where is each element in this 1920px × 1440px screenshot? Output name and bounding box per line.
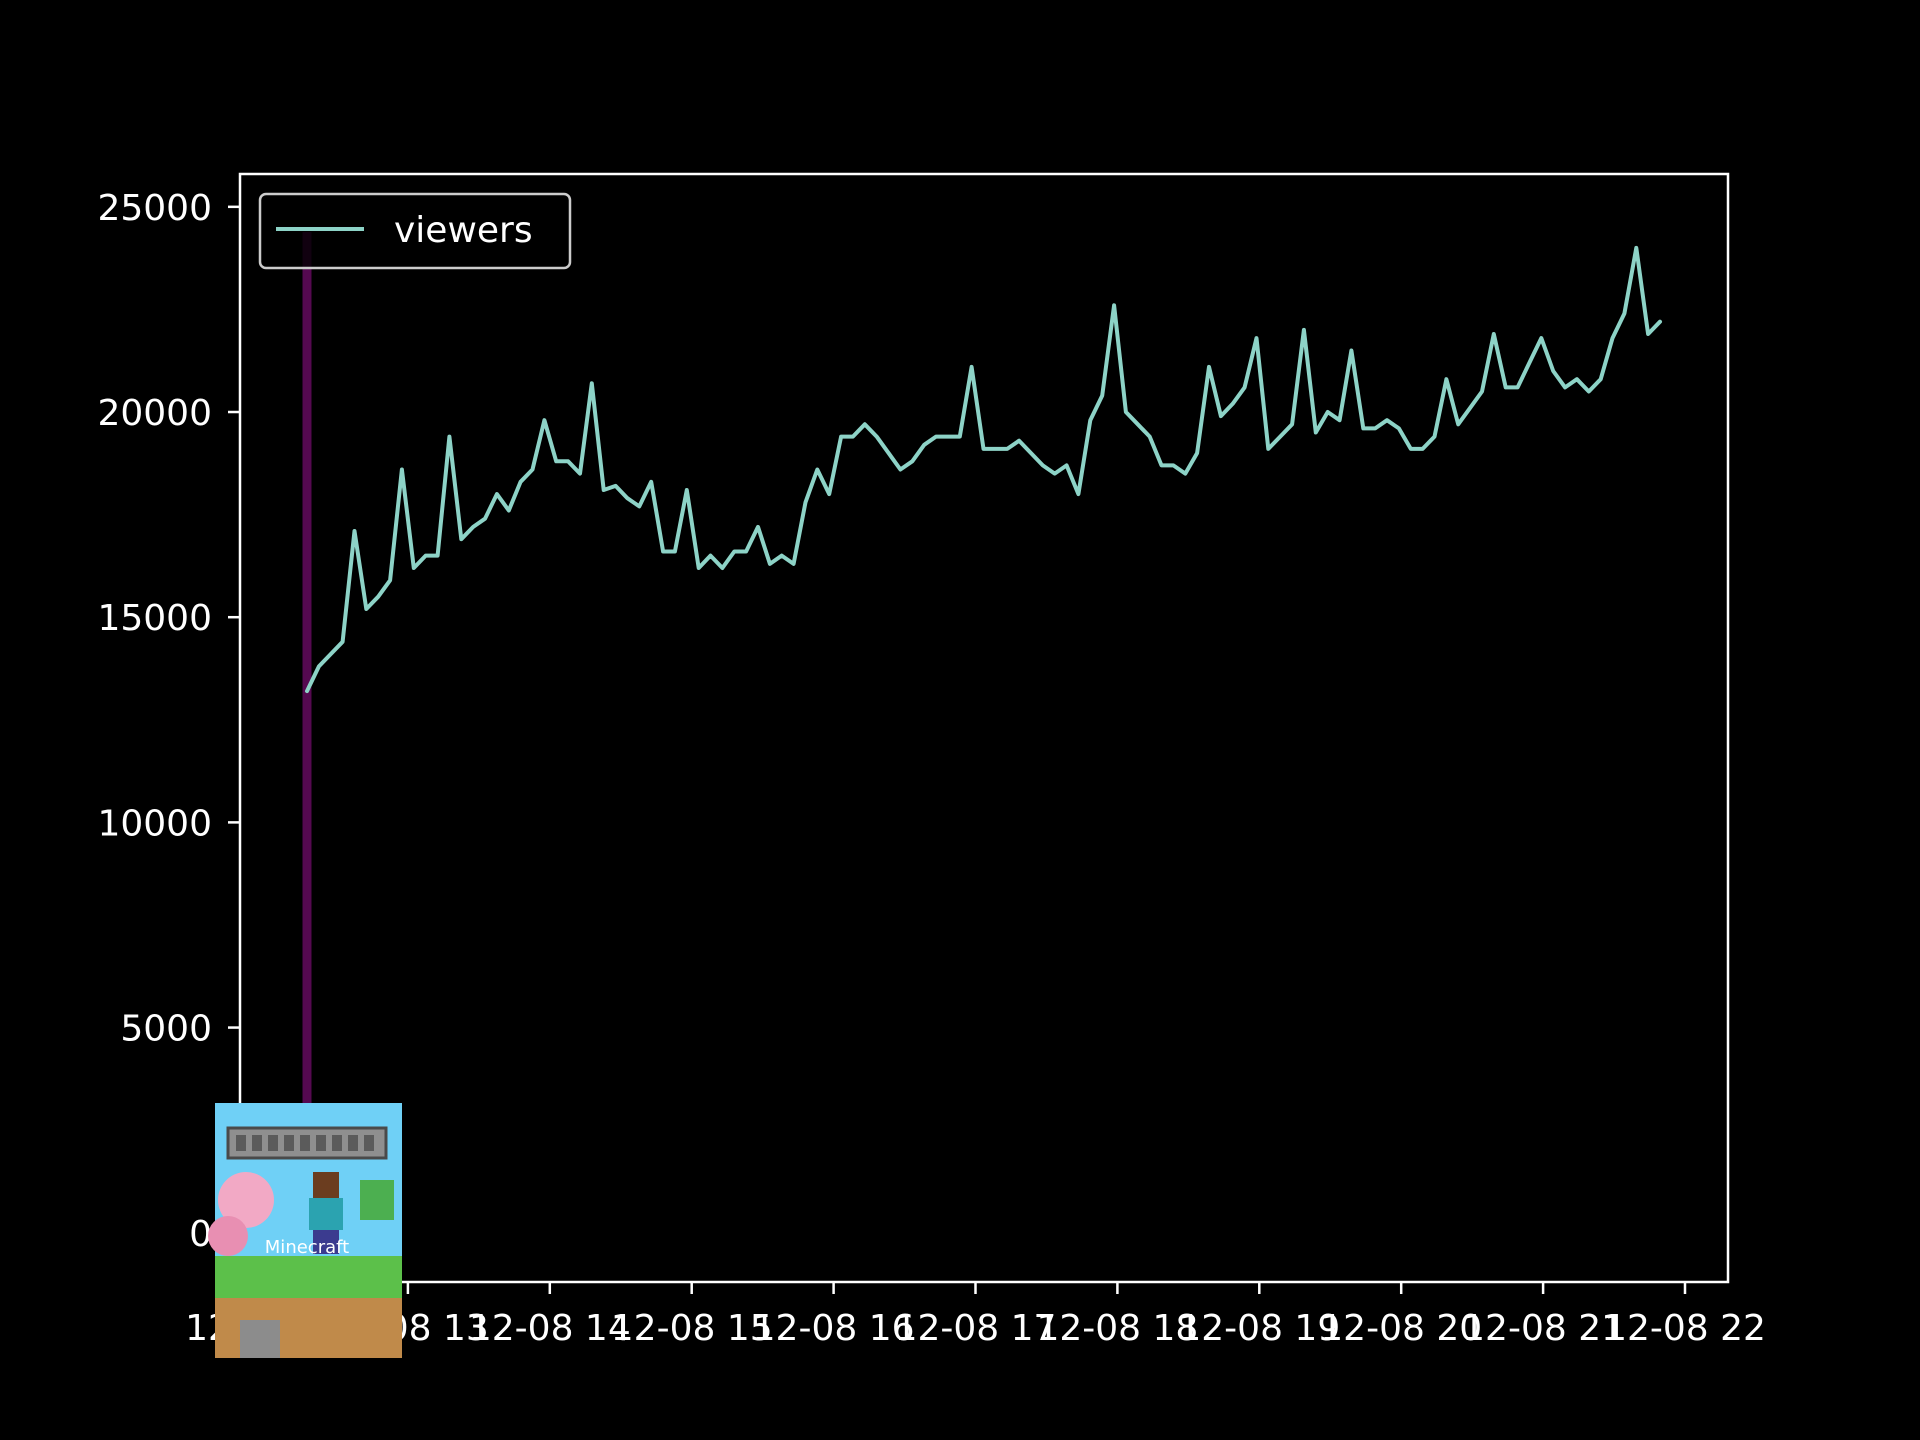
x-tick-label: 12-08 19: [1178, 1308, 1340, 1349]
thumbnail-bush: [360, 1180, 394, 1220]
legend: viewers: [258, 192, 572, 270]
x-tick-label: 12-08 18: [1036, 1308, 1198, 1349]
x-tick-label: 12-08 16: [753, 1308, 915, 1349]
plot-frame: [238, 172, 1730, 1284]
thumbnail-logo-blocks: [236, 1135, 374, 1151]
y-tick-label: 20000: [97, 393, 212, 434]
series-line-viewers: [305, 245, 1662, 694]
minecraft-thumbnail: Minecraft: [208, 1103, 402, 1358]
x-tick-label: 12-08 21: [1462, 1308, 1624, 1349]
thumbnail-logo: [226, 1126, 388, 1160]
y-tick-label: 5000: [120, 1009, 212, 1050]
x-tick-label: 12-08 17: [895, 1308, 1057, 1349]
thumbnail-grass: [215, 1256, 402, 1298]
x-tick-label: 12-08 14: [469, 1308, 631, 1349]
legend-label-viewers: viewers: [394, 210, 533, 251]
thumbnail-stone: [240, 1320, 280, 1358]
thumbnail-steve-body: [309, 1198, 343, 1230]
thumbnail-steve-legs: [313, 1230, 339, 1254]
thumbnail-label: Minecraft: [265, 1237, 349, 1258]
thumbnail-cherry-tree: [218, 1172, 274, 1228]
thumbnail-cherry-tree-2: [208, 1216, 248, 1256]
y-tick-label: 10000: [97, 803, 212, 844]
x-tick-label: 12-08 15: [611, 1308, 773, 1349]
thumbnail-steve-head: [313, 1172, 339, 1198]
legend-box: [258, 192, 572, 270]
y-axis: 0 5000 10000 15000 20000 25000: [97, 188, 240, 1255]
y-tick-label: 0: [189, 1214, 212, 1255]
x-tick-label: 12-08 20: [1320, 1308, 1482, 1349]
x-tick-label: 12-08 22: [1604, 1308, 1766, 1349]
y-tick-label: 15000: [97, 598, 212, 639]
y-tick-label: 25000: [97, 188, 212, 229]
